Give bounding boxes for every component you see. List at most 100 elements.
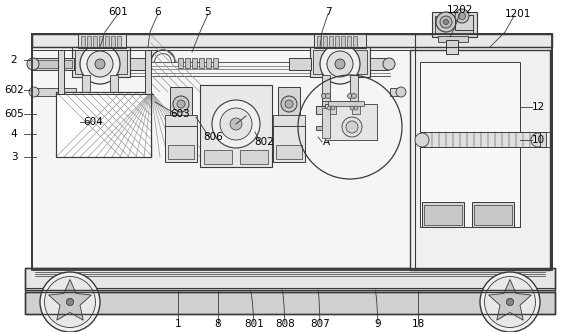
Circle shape bbox=[87, 51, 113, 77]
Circle shape bbox=[281, 96, 297, 112]
Bar bbox=[420, 132, 540, 147]
Circle shape bbox=[321, 94, 327, 99]
Bar bbox=[25, 268, 555, 290]
Text: 601: 601 bbox=[108, 7, 128, 17]
Circle shape bbox=[173, 96, 189, 112]
Text: 7: 7 bbox=[325, 7, 331, 17]
Bar bbox=[472, 202, 514, 227]
Text: 6: 6 bbox=[155, 7, 161, 17]
Bar bbox=[206, 58, 211, 68]
Circle shape bbox=[331, 106, 335, 110]
Bar bbox=[192, 58, 197, 68]
Bar bbox=[273, 126, 305, 162]
Circle shape bbox=[531, 133, 545, 147]
Circle shape bbox=[455, 9, 469, 23]
Bar bbox=[117, 36, 121, 47]
Bar bbox=[540, 132, 546, 147]
Bar bbox=[420, 62, 520, 227]
Polygon shape bbox=[49, 280, 92, 320]
Text: 18: 18 bbox=[411, 319, 425, 329]
Circle shape bbox=[351, 94, 357, 99]
Bar bbox=[329, 36, 333, 47]
Bar bbox=[165, 115, 197, 127]
Bar bbox=[204, 150, 232, 164]
Circle shape bbox=[347, 94, 353, 99]
Bar bbox=[105, 36, 109, 47]
Bar bbox=[25, 288, 555, 294]
Circle shape bbox=[92, 112, 108, 128]
Circle shape bbox=[320, 44, 360, 84]
Text: 4: 4 bbox=[10, 129, 17, 139]
Bar bbox=[76, 126, 124, 130]
Bar bbox=[200, 85, 272, 167]
Circle shape bbox=[95, 59, 105, 69]
Bar bbox=[32, 34, 552, 270]
Bar bbox=[424, 205, 462, 225]
Bar bbox=[390, 88, 400, 96]
Bar bbox=[32, 58, 74, 70]
Circle shape bbox=[506, 298, 514, 305]
Text: 806: 806 bbox=[203, 132, 223, 142]
Bar bbox=[316, 106, 364, 114]
Text: 8: 8 bbox=[215, 319, 222, 329]
Circle shape bbox=[45, 277, 96, 327]
Bar bbox=[410, 50, 550, 270]
Circle shape bbox=[212, 100, 260, 148]
Text: 807: 807 bbox=[310, 319, 330, 329]
Bar bbox=[111, 36, 115, 47]
Bar bbox=[335, 36, 339, 47]
Text: 801: 801 bbox=[244, 319, 264, 329]
Circle shape bbox=[29, 87, 39, 97]
Bar bbox=[240, 150, 268, 164]
Bar bbox=[322, 75, 330, 107]
Bar bbox=[82, 101, 118, 107]
Bar bbox=[99, 36, 103, 47]
Circle shape bbox=[40, 272, 100, 332]
Bar bbox=[81, 36, 85, 47]
Bar bbox=[130, 58, 148, 70]
Circle shape bbox=[354, 106, 358, 110]
Bar bbox=[56, 92, 151, 157]
Bar bbox=[370, 58, 388, 70]
Text: 808: 808 bbox=[275, 319, 295, 329]
Text: 5: 5 bbox=[205, 7, 211, 17]
Bar bbox=[314, 34, 366, 48]
Bar bbox=[347, 36, 351, 47]
Bar bbox=[25, 292, 555, 314]
Bar bbox=[93, 36, 97, 47]
Bar bbox=[322, 108, 330, 138]
Bar bbox=[82, 118, 118, 128]
Bar bbox=[213, 58, 218, 68]
Circle shape bbox=[383, 58, 395, 70]
Circle shape bbox=[415, 133, 429, 147]
Text: 2: 2 bbox=[10, 55, 17, 65]
Bar bbox=[56, 92, 151, 157]
Circle shape bbox=[107, 94, 113, 99]
Text: 1201: 1201 bbox=[505, 9, 531, 19]
Bar bbox=[273, 115, 305, 127]
Bar bbox=[325, 104, 377, 140]
Bar bbox=[322, 101, 358, 107]
Bar bbox=[72, 47, 130, 77]
Circle shape bbox=[335, 59, 345, 69]
Circle shape bbox=[177, 100, 185, 108]
Text: 605: 605 bbox=[4, 109, 24, 119]
Bar bbox=[323, 36, 327, 47]
Bar bbox=[310, 47, 370, 77]
Bar bbox=[341, 36, 345, 47]
Bar bbox=[185, 58, 190, 68]
Text: 1202: 1202 bbox=[447, 5, 473, 15]
Bar bbox=[58, 50, 64, 94]
Bar bbox=[32, 34, 552, 47]
Text: 603: 603 bbox=[170, 109, 190, 119]
Bar bbox=[170, 87, 192, 117]
Circle shape bbox=[230, 118, 242, 130]
Bar bbox=[446, 40, 458, 54]
Bar bbox=[474, 205, 512, 225]
Bar bbox=[352, 104, 360, 114]
Bar bbox=[435, 16, 473, 34]
Bar bbox=[32, 88, 76, 96]
Circle shape bbox=[346, 121, 358, 133]
Bar bbox=[438, 36, 468, 42]
Circle shape bbox=[327, 51, 353, 77]
